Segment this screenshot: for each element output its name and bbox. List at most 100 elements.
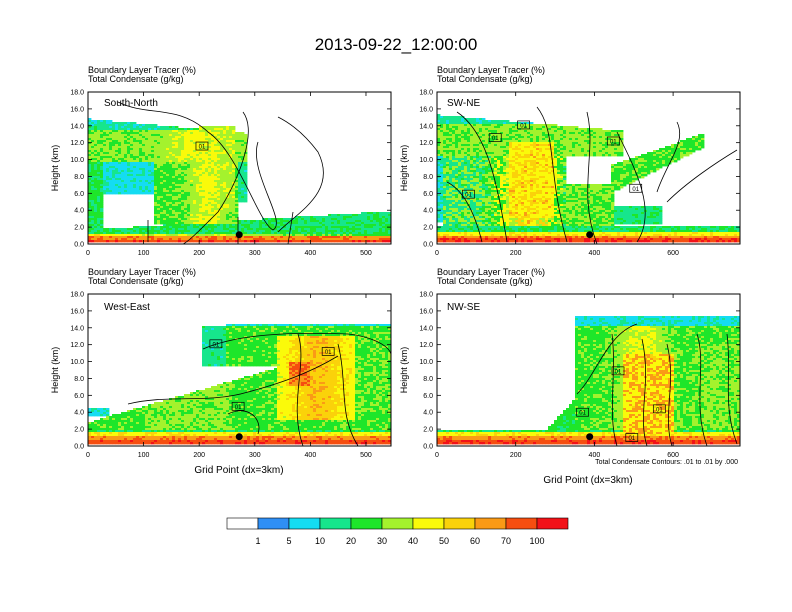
field-cell — [160, 198, 164, 201]
field-cell — [181, 160, 185, 163]
field-cell — [229, 218, 233, 221]
field-cell — [226, 168, 230, 171]
field-cell — [166, 126, 170, 129]
field-cell — [106, 166, 110, 169]
field-cell — [88, 208, 92, 211]
field-cell — [151, 130, 155, 133]
field-cell — [238, 186, 242, 189]
field-cell — [602, 154, 606, 157]
field-cell — [145, 132, 149, 135]
field-cell — [214, 202, 218, 205]
field-cell — [157, 142, 161, 145]
field-cell — [115, 136, 119, 139]
field-cell — [100, 240, 104, 243]
field-cell — [157, 154, 161, 157]
field-cell — [157, 172, 161, 175]
field-cell — [163, 198, 167, 201]
field-cell — [235, 136, 239, 139]
field-cell — [166, 188, 170, 191]
field-cell — [142, 166, 146, 169]
field-cell — [154, 134, 158, 137]
field-cell — [160, 200, 164, 203]
field-cell — [259, 240, 263, 243]
field-cell — [199, 206, 203, 209]
field-cell — [127, 134, 131, 137]
field-cell — [100, 214, 104, 217]
field-cell — [205, 212, 209, 215]
field-cell — [193, 224, 197, 227]
field-cell — [100, 196, 104, 199]
field-cell — [115, 160, 119, 163]
field-cell — [154, 202, 158, 205]
field-cell — [202, 196, 206, 199]
y-tick-label: 0.0 — [74, 242, 84, 249]
field-cell — [364, 220, 368, 223]
field-cell — [187, 186, 191, 189]
field-cell — [217, 162, 221, 165]
field-cell — [349, 240, 353, 243]
field-cell — [211, 126, 215, 129]
field-cell — [184, 184, 188, 187]
field-cell — [100, 142, 104, 145]
field-cell — [184, 136, 188, 139]
field-cell — [181, 154, 185, 157]
field-cell — [178, 140, 182, 143]
field-cell — [244, 200, 248, 203]
field-cell — [112, 160, 116, 163]
field-cell — [208, 196, 212, 199]
field-cell — [178, 150, 182, 153]
field-cell — [130, 188, 134, 191]
field-cell — [97, 138, 101, 141]
field-cell — [133, 180, 137, 183]
field-cell — [97, 156, 101, 159]
field-cell — [94, 164, 98, 167]
field-cell — [127, 166, 131, 169]
field-cell — [181, 130, 185, 133]
field-cell — [88, 152, 92, 155]
field-cell — [241, 150, 245, 153]
field-cell — [112, 136, 116, 139]
field-cell — [388, 218, 392, 221]
field-cell — [220, 142, 224, 145]
field-cell — [172, 130, 176, 133]
field-cell — [97, 132, 101, 135]
field-cell — [223, 138, 227, 141]
field-cell — [199, 222, 203, 225]
field-cell — [130, 124, 134, 127]
field-cell — [205, 152, 209, 155]
field-cell — [97, 148, 101, 151]
field-cell — [181, 208, 185, 211]
field-cell — [178, 240, 182, 243]
field-cell — [133, 188, 137, 191]
field-cell — [184, 190, 188, 193]
field-cell — [163, 186, 167, 189]
field-cell — [361, 214, 365, 217]
field-cell — [181, 188, 185, 191]
field-cell — [142, 174, 146, 177]
field-cell — [202, 144, 206, 147]
field-cell — [151, 168, 155, 171]
field-cell — [136, 172, 140, 175]
field-cell — [190, 136, 194, 139]
field-cell — [244, 240, 248, 243]
field-cell — [202, 146, 206, 149]
field-cell — [193, 196, 197, 199]
field-cell — [208, 206, 212, 209]
field-cell — [205, 218, 209, 221]
field-cell — [367, 240, 371, 243]
field-cell — [274, 222, 278, 225]
field-cell — [160, 144, 164, 147]
field-cell — [223, 158, 227, 161]
field-cell — [130, 144, 134, 147]
field-cell — [112, 142, 116, 145]
field-cell — [136, 128, 140, 131]
field-cell — [127, 124, 131, 127]
field-cell — [205, 126, 209, 129]
field-cell — [112, 150, 116, 153]
field-cell — [175, 194, 179, 197]
field-cell — [130, 158, 134, 161]
field-cell — [205, 178, 209, 181]
field-cell — [220, 130, 224, 133]
field-cell — [148, 188, 152, 191]
field-cell — [133, 132, 137, 135]
